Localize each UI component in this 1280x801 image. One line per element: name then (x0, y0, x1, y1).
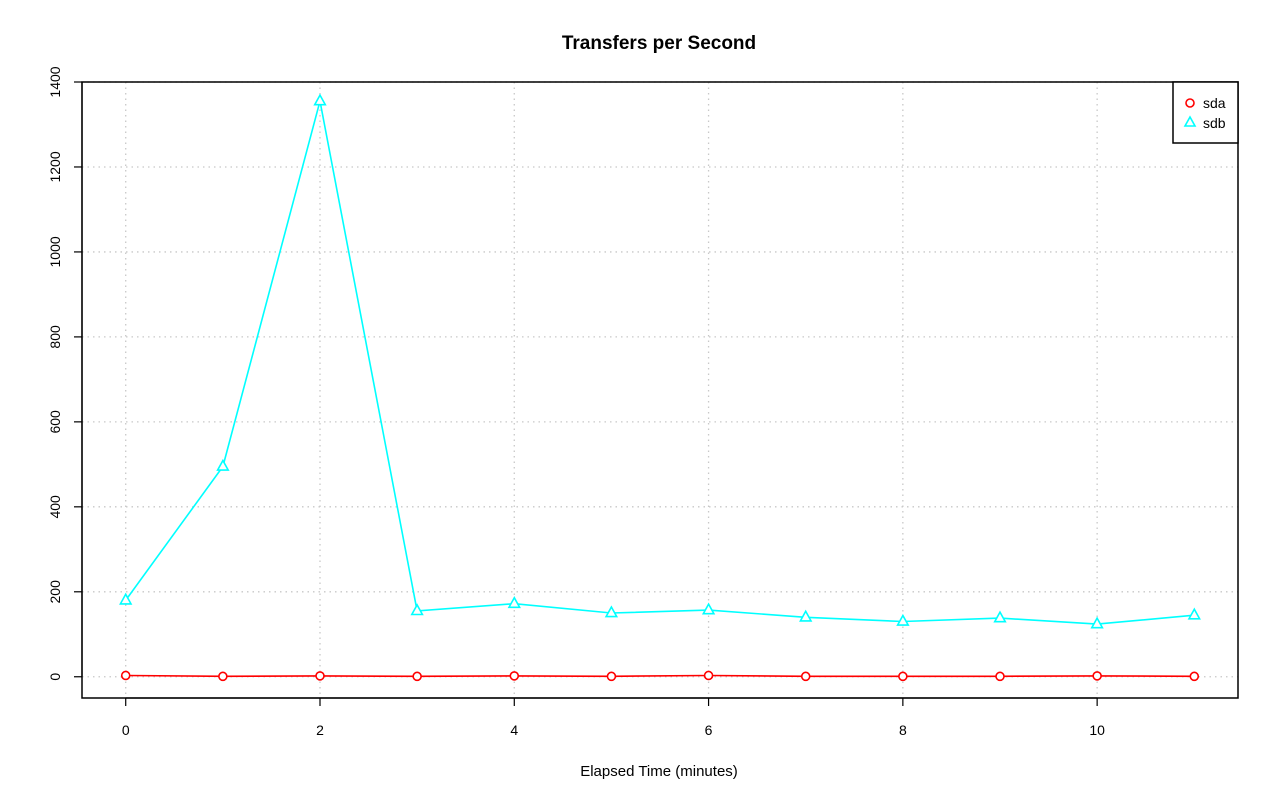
data-point-sdb (216, 458, 230, 471)
x-tick-label: 4 (510, 722, 518, 738)
legend-marker-sdb-icon (1183, 115, 1197, 127)
grid (82, 81, 1238, 698)
data-point-sdb (799, 609, 813, 622)
x-axis: 0 2 4 6 8 10 (122, 697, 1105, 738)
data-point-sda (1092, 671, 1102, 681)
x-tick-label: 0 (122, 722, 130, 738)
data-point-sdb (993, 610, 1007, 623)
legend-marker-sda-icon (1185, 98, 1195, 108)
data-point-sdb (1090, 616, 1104, 629)
plot-frame (81, 81, 1239, 699)
data-point-sda (800, 671, 811, 682)
legend-box (1172, 81, 1239, 144)
y-tick-label: 800 (47, 325, 63, 349)
x-tick-label: 6 (705, 722, 713, 738)
data-point-sdb (896, 613, 910, 626)
y-axis: 0 200 400 600 800 1000 1200 1400 (47, 66, 83, 681)
data-point-sdb (410, 603, 424, 616)
series-markers (119, 93, 1201, 682)
data-point-sdb (701, 602, 716, 615)
data-point-sda (703, 670, 714, 681)
chart-title: Transfers per Second (562, 33, 756, 54)
legend: sda sdb (1172, 81, 1239, 144)
data-point-sda (606, 671, 617, 682)
data-point-sda (995, 671, 1005, 682)
x-axis-title: Elapsed Time (minutes) (580, 763, 738, 780)
data-point-sda (315, 671, 325, 681)
y-tick-label: 200 (47, 580, 63, 604)
x-tick-label: 8 (899, 722, 907, 738)
data-point-sda (412, 671, 422, 682)
y-tick-label: 1400 (47, 66, 63, 97)
y-tick-label: 400 (47, 495, 63, 519)
x-tick-label: 10 (1089, 722, 1105, 738)
data-point-sdb (119, 592, 133, 605)
data-point-sdb (507, 596, 521, 609)
legend-label-sda: sda (1203, 95, 1226, 111)
y-tick-label: 600 (47, 410, 63, 434)
data-point-sda (218, 671, 228, 682)
data-point-sda (120, 670, 131, 681)
data-point-sdb (313, 93, 327, 106)
series-lines (125, 100, 1195, 678)
data-point-sda (898, 671, 908, 682)
data-point-sdb (604, 605, 619, 618)
y-tick-label: 0 (47, 673, 63, 681)
data-point-sdb (1187, 607, 1201, 620)
series-line-sda (125, 674, 1195, 678)
data-point-sda (1189, 671, 1200, 682)
data-point-sda (509, 671, 520, 681)
y-tick-label: 1000 (47, 236, 63, 267)
x-tick-label: 2 (316, 722, 324, 738)
y-tick-label: 1200 (47, 151, 63, 182)
legend-label-sdb: sdb (1203, 115, 1226, 131)
series-line-sdb (125, 100, 1195, 625)
